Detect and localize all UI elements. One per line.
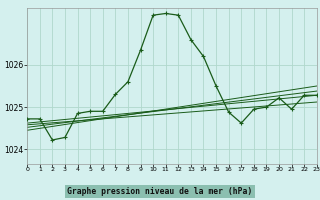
Text: Graphe pression niveau de la mer (hPa): Graphe pression niveau de la mer (hPa): [68, 187, 252, 196]
